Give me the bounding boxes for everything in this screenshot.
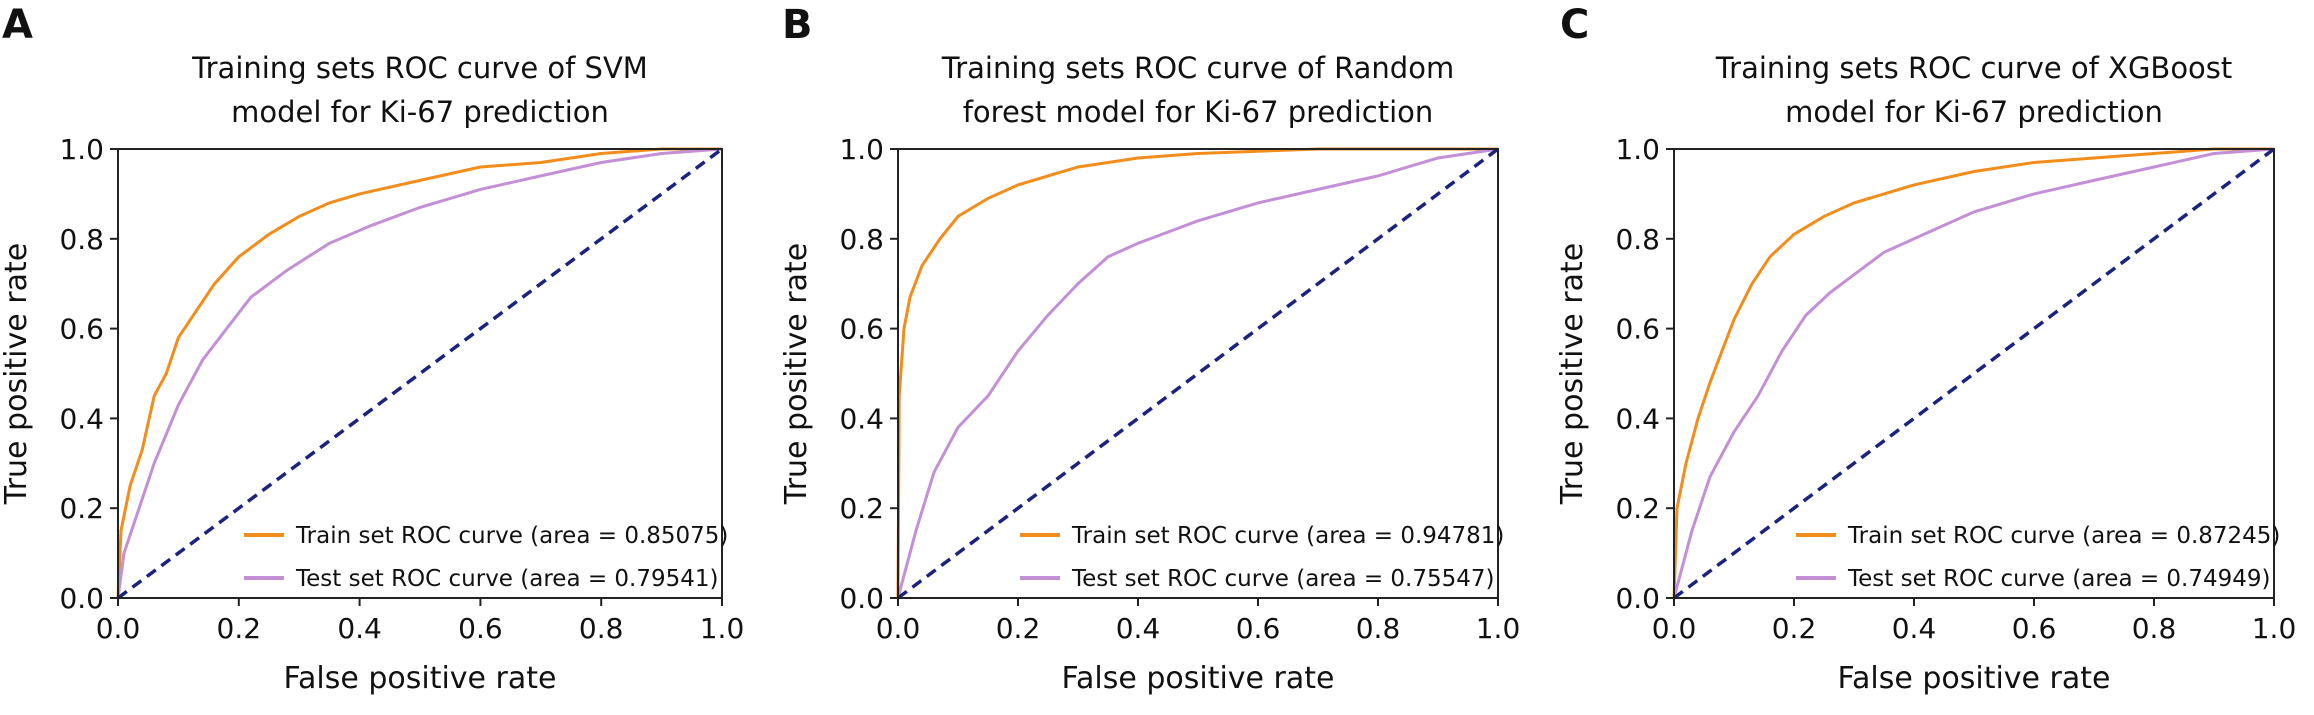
y-tick-label: 0.2 [59,492,104,525]
x-tick-label: 0.4 [1892,612,1937,645]
y-tick-label: 0.8 [839,223,884,256]
x-tick-label: 0.2 [217,612,262,645]
x-tick-label: 1.0 [700,612,745,645]
x-tick-label: 1.0 [2252,612,2297,645]
y-axis-label: True positive rate [1555,243,1590,505]
x-tick-label: 0.0 [876,612,921,645]
train-roc-curve [896,147,1498,599]
y-tick-label: 0.8 [1615,223,1660,256]
panel-letter-a: A [2,2,33,48]
panel-letter-c: C [1560,2,1590,48]
x-tick-label: 0.4 [337,612,382,645]
test-roc-curve [1672,147,2275,599]
roc-chart-random-forest: Training sets ROC curve of Random forest … [779,51,1521,696]
y-tick-label: 0.6 [59,313,104,346]
y-tick-label: 0.4 [1615,402,1660,435]
chart-title-line: forest model for Ki-67 prediction [963,95,1434,129]
chart-title-line: Training sets ROC curve of XGBoost [1715,51,2233,85]
test-roc-curve [896,147,1499,599]
x-tick-label: 0.8 [2132,612,2177,645]
roc-panel-xgboost: C Training sets ROC curve of XGBoost mode… [1546,0,2314,715]
x-tick-label: 0.0 [96,612,141,645]
x-axis-label: False positive rate [1838,661,2111,696]
y-tick-label: 0.4 [839,402,884,435]
legend-entry: Train set ROC curve (area = 0.85075) [295,523,728,549]
x-tick-label: 0.8 [1356,612,1401,645]
x-tick-label: 0.6 [458,612,503,645]
legend-entry: Test set ROC curve (area = 0.74949) [1847,566,2271,592]
y-tick-label: 0.2 [1615,492,1660,525]
legend-entry: Test set ROC curve (area = 0.75547) [1071,566,1495,592]
roc-panel-random-forest: B Training sets ROC curve of Random fores… [770,0,1546,715]
y-axis-label: True positive rate [0,243,34,505]
train-roc-curve [1672,147,2274,599]
y-tick-label: 0.6 [1615,313,1660,346]
roc-chart-svm: Training sets ROC curve of SVM model for … [0,51,745,696]
panel-letter-b: B [782,2,813,48]
x-axis-label: False positive rate [1062,661,1335,696]
y-tick-label: 0.2 [839,492,884,525]
train-roc-curve [116,147,722,599]
y-tick-label: 0.4 [59,402,104,435]
y-tick-label: 1.0 [1615,133,1660,166]
x-tick-label: 0.6 [2012,612,2057,645]
plot-frame [1673,148,2275,599]
x-tick-label: 0.0 [1652,612,1697,645]
x-tick-label: 0.4 [1116,612,1161,645]
y-axis-label: True positive rate [779,243,814,505]
chart-title-line: model for Ki-67 prediction [1785,95,2163,129]
x-tick-label: 0.2 [996,612,1041,645]
y-tick-label: 1.0 [839,133,884,166]
legend-entry: Test set ROC curve (area = 0.79541) [295,566,719,592]
y-tick-label: 0.6 [839,313,884,346]
plot-frame [897,148,1499,599]
y-tick-label: 0.8 [59,223,104,256]
chart-title-line: model for Ki-67 prediction [231,95,609,129]
x-tick-label: 1.0 [1476,612,1521,645]
y-tick-label: 0.0 [59,582,104,615]
x-tick-label: 0.8 [579,612,624,645]
legend-entry: Train set ROC curve (area = 0.94781) [1071,523,1504,549]
x-axis-label: False positive rate [284,661,557,696]
y-tick-label: 0.0 [1615,582,1660,615]
roc-panel-svm: A Training sets ROC curve of SVM model fo… [0,0,770,715]
chart-title-line: Training sets ROC curve of Random [941,51,1454,85]
plot-frame [117,148,723,599]
y-tick-label: 1.0 [59,133,104,166]
roc-chart-xgboost: Training sets ROC curve of XGBoost model … [1555,51,2297,696]
chart-title-line: Training sets ROC curve of SVM [191,51,648,85]
legend-entry: Train set ROC curve (area = 0.87245) [1847,523,2280,549]
x-tick-label: 0.6 [1236,612,1281,645]
test-roc-curve [116,147,723,599]
y-tick-label: 0.0 [839,582,884,615]
x-tick-label: 0.2 [1772,612,1817,645]
